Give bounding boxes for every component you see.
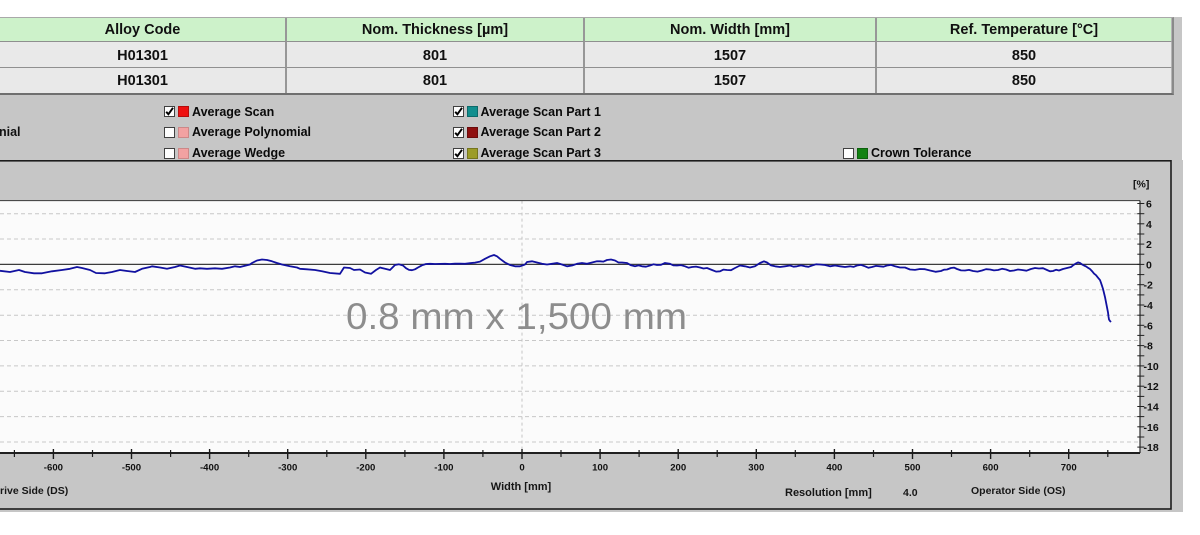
svg-text:-100: -100 [434, 463, 453, 474]
svg-text:600: 600 [983, 463, 999, 474]
svg-text:700: 700 [1061, 463, 1077, 474]
svg-text:-600: -600 [44, 463, 63, 474]
svg-text:[%]: [%] [1133, 179, 1149, 191]
svg-text:4.0: 4.0 [903, 487, 918, 499]
svg-text:-200: -200 [356, 463, 375, 474]
svg-text:100: 100 [592, 463, 608, 474]
svg-text:0: 0 [519, 463, 524, 474]
svg-text:-10: -10 [1144, 361, 1159, 373]
svg-text:-6: -6 [1144, 320, 1153, 332]
svg-text:-8: -8 [1144, 341, 1153, 353]
svg-text:0.8 mm x 1,500 mm: 0.8 mm x 1,500 mm [346, 296, 687, 337]
svg-text:Operator Side (OS): Operator Side (OS) [971, 485, 1066, 497]
svg-text:Drive Side (DS): Drive Side (DS) [0, 485, 68, 497]
svg-text:500: 500 [904, 463, 920, 474]
svg-text:200: 200 [670, 463, 686, 474]
svg-text:-2: -2 [1144, 280, 1153, 292]
svg-text:400: 400 [826, 463, 842, 474]
svg-text:-400: -400 [200, 463, 219, 474]
svg-text:0: 0 [1146, 259, 1152, 271]
svg-text:300: 300 [748, 463, 764, 474]
svg-text:-14: -14 [1144, 402, 1159, 414]
svg-text:Width [mm]: Width [mm] [491, 481, 552, 493]
svg-text:6: 6 [1146, 199, 1152, 211]
svg-text:Resolution [mm]: Resolution [mm] [785, 487, 872, 499]
svg-text:4: 4 [1146, 219, 1152, 231]
svg-text:2: 2 [1146, 239, 1152, 251]
svg-text:-300: -300 [278, 463, 297, 474]
svg-text:-18: -18 [1144, 442, 1159, 454]
svg-text:-4: -4 [1144, 300, 1153, 312]
svg-text:-500: -500 [122, 463, 141, 474]
svg-text:-12: -12 [1144, 381, 1159, 393]
svg-text:-16: -16 [1144, 422, 1159, 434]
